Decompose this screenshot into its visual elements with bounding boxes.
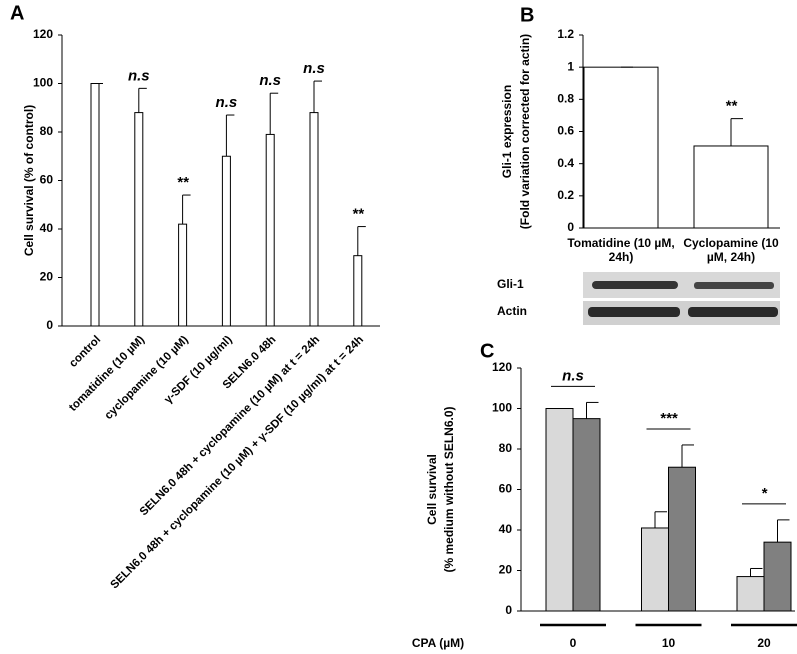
blot-label: Gli-1	[497, 277, 524, 291]
y-tick-label: 20	[499, 563, 513, 577]
blot-band	[694, 282, 774, 289]
y-tick-label: 1	[567, 59, 574, 73]
y-tick-label: 100	[492, 401, 512, 415]
error-bar	[182, 194, 191, 225]
error-bar	[357, 226, 366, 256]
x-tick-label-box: Tomatidine (10 µM, 24h)	[567, 236, 675, 264]
y-tick-label: 120	[33, 27, 53, 41]
significance-label: n.s	[128, 67, 150, 84]
blot	[583, 272, 780, 325]
error-bar	[586, 401, 599, 419]
bar	[265, 133, 275, 327]
error-bar	[313, 80, 322, 113]
bar	[90, 83, 100, 327]
bar	[353, 255, 363, 327]
panel-label: C	[480, 340, 494, 362]
bar	[309, 112, 319, 327]
blot-label: Actin	[497, 304, 527, 318]
significance-label: ***	[660, 410, 679, 427]
x-tick-label: tomatidine (10 µM)	[67, 334, 147, 414]
error-bar	[730, 118, 743, 146]
x-tick-label: 10	[662, 636, 676, 650]
y-tick-label: 80	[40, 124, 54, 138]
bar	[668, 466, 696, 612]
x-axis-label: CPA (µM)	[412, 636, 464, 650]
x-tick-label: cyclopamine (10 µM)	[103, 334, 191, 422]
y-tick-label: 0.2	[557, 188, 574, 202]
significance-label: n.s	[259, 72, 281, 89]
bar	[221, 155, 231, 327]
y-tick-label: 40	[40, 221, 54, 235]
error-bar	[750, 567, 763, 577]
panel-label: B	[520, 4, 534, 26]
x-tick-label: Tomatidine (10 µM, 24h)	[567, 236, 675, 264]
error-bar	[138, 87, 147, 113]
y-axis-label: (% medium without SELN6.0)	[442, 406, 456, 572]
y-tick-label: 0	[505, 603, 512, 617]
y-tick-label: 100	[33, 76, 53, 90]
significance-label: n.s	[562, 367, 584, 384]
x-tick-label: control	[67, 334, 103, 370]
significance-label: n.s	[216, 94, 238, 111]
y-tick-label: 80	[499, 441, 513, 455]
significance-label: **	[177, 174, 190, 191]
blot-band	[688, 307, 778, 317]
error-bar	[654, 511, 667, 528]
bar	[583, 66, 659, 229]
error-bar	[681, 444, 694, 468]
y-tick-label: 20	[40, 270, 54, 284]
bar	[134, 112, 144, 327]
bar	[178, 223, 188, 327]
x-tick-label: 0	[570, 636, 577, 650]
blot-band	[588, 307, 680, 317]
y-axis-label: Cell survival (% of control)	[22, 105, 36, 256]
error-bar	[225, 114, 235, 157]
bar	[572, 418, 601, 612]
bar	[641, 527, 669, 612]
y-tick-label: 60	[40, 173, 54, 187]
y-tick-label: 1.2	[557, 27, 574, 41]
bar	[693, 145, 769, 229]
y-tick-label: 0.4	[557, 156, 574, 170]
y-axis-label: Cell survival	[425, 454, 439, 525]
significance-label: **	[352, 206, 365, 223]
y-tick-label: 40	[499, 522, 513, 536]
panel-label: A	[10, 2, 24, 24]
bar	[763, 541, 792, 612]
y-axis-label: (Fold variation corrected for actin)	[518, 34, 532, 229]
significance-label: n.s	[303, 60, 325, 77]
error-bar	[269, 92, 279, 135]
y-tick-label: 0.6	[557, 124, 574, 138]
y-tick-label: 0	[567, 220, 574, 234]
y-tick-label: 0.8	[557, 92, 574, 106]
x-tick-label-box: Cyclopamine (10 µM, 24h)	[683, 236, 779, 264]
x-tick-label: 20	[757, 636, 771, 650]
bar	[736, 576, 765, 612]
y-tick-label: 120	[492, 360, 512, 374]
error-bar	[777, 519, 790, 543]
y-tick-label: 60	[499, 482, 513, 496]
significance-label: **	[725, 98, 738, 115]
blot-band	[592, 281, 678, 289]
y-axis-label: Gli-1 expression	[500, 85, 514, 178]
y-tick-label: 0	[46, 318, 53, 332]
significance-label: *	[761, 485, 768, 502]
x-tick-label: Cyclopamine (10 µM, 24h)	[683, 236, 779, 264]
bar	[545, 408, 574, 612]
